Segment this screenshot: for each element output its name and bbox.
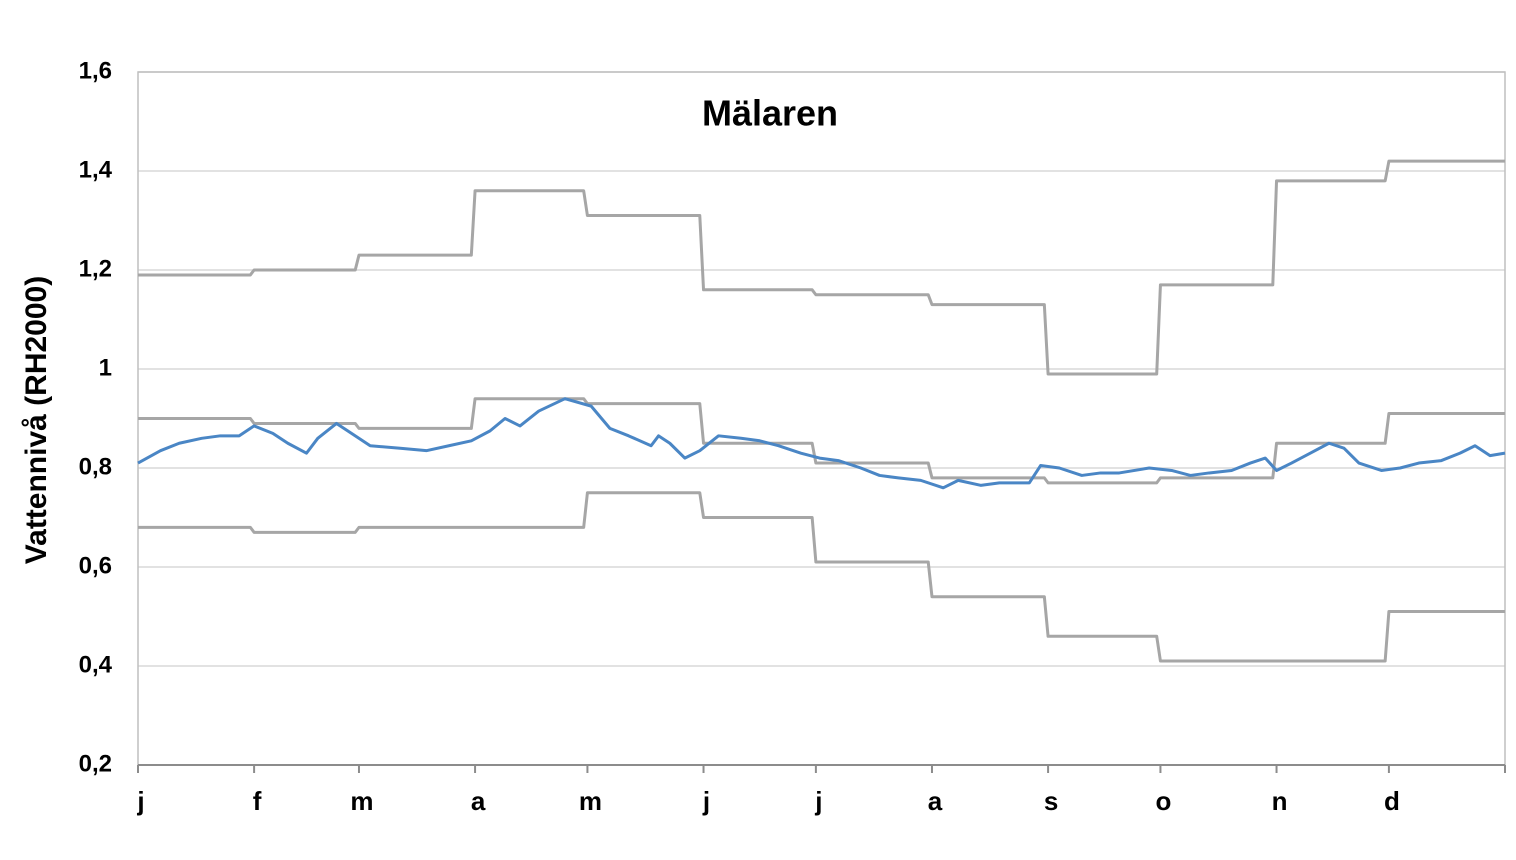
y-tick-label: 0,8 [79, 453, 112, 480]
y-tick-label: 1,6 [79, 57, 112, 84]
y-tick-label: 0,2 [79, 750, 112, 777]
x-tick-label: j [814, 786, 822, 816]
x-tick-label: m [579, 786, 602, 816]
data-line [138, 159, 1505, 376]
x-tick-label: f [253, 786, 262, 816]
x-tick-label: m [350, 786, 373, 816]
chart-title: Mälaren [702, 93, 838, 134]
x-tick-label: d [1384, 786, 1400, 816]
y-tick-label: 1 [99, 354, 112, 381]
y-tick-label: 0,6 [79, 552, 112, 579]
y-tick-label: 1,4 [79, 156, 113, 183]
x-tick-label: a [471, 786, 486, 816]
data-line [137, 397, 1506, 490]
x-tick-label: s [1044, 786, 1058, 816]
x-tick-label: a [928, 786, 943, 816]
y-axis-title: Vattennivå (RH2000) [20, 276, 53, 564]
data-line [138, 491, 1505, 663]
y-tick-label: 0,4 [79, 651, 113, 678]
y-tick-label: 1,2 [79, 255, 112, 282]
x-tick-label: j [136, 786, 144, 816]
x-tick-label: n [1272, 786, 1288, 816]
x-tick-label: j [702, 786, 710, 816]
data-line [138, 397, 1505, 485]
x-tick-label: o [1155, 786, 1171, 816]
